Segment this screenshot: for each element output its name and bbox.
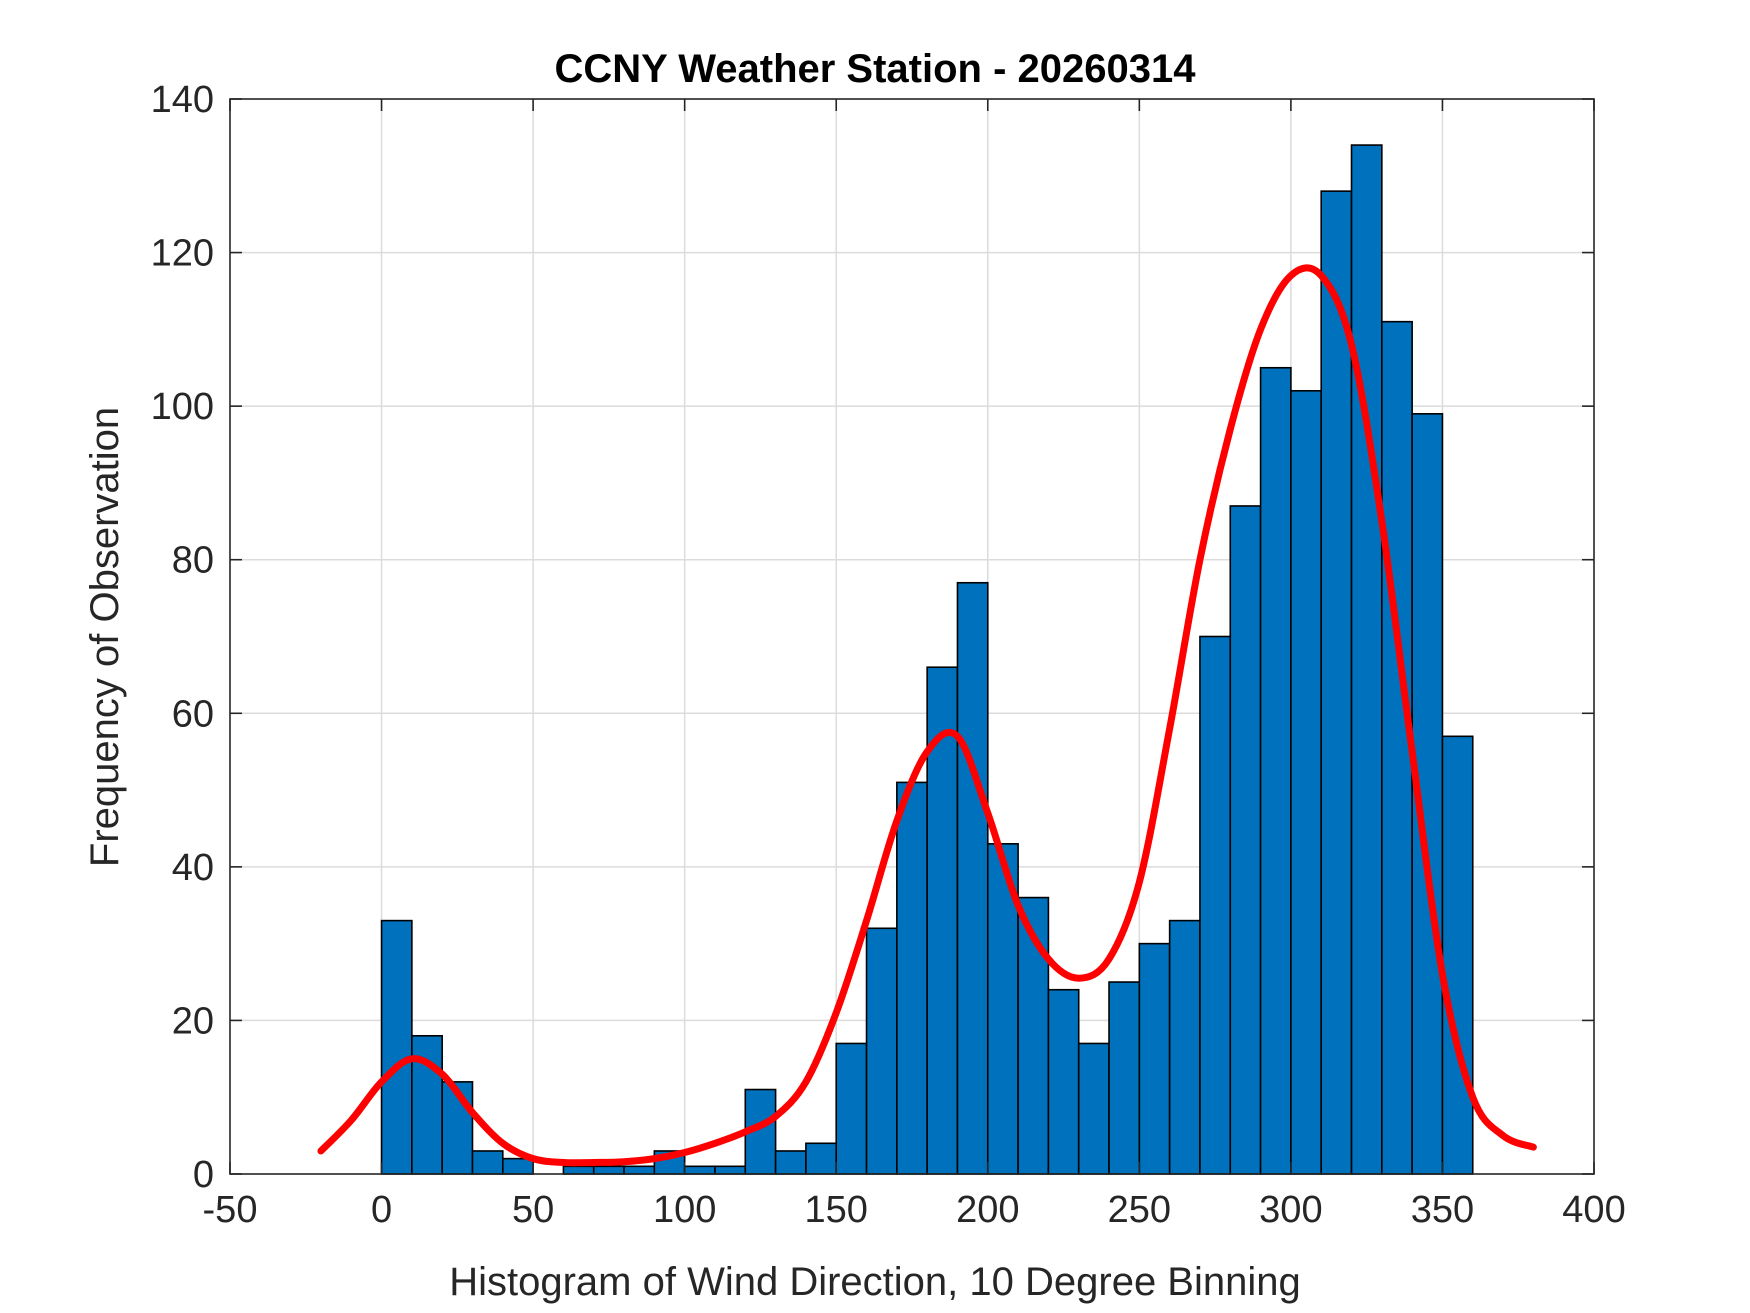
histogram-bar [562, 1165, 595, 1175]
y-tick-label: 0 [193, 1154, 214, 1196]
x-tick-label: 50 [512, 1189, 554, 1231]
histogram-bar [1199, 635, 1232, 1175]
histogram-bar [1168, 919, 1201, 1175]
x-tick-label: 200 [956, 1189, 1019, 1231]
fit-curve-layer [317, 264, 1537, 1167]
histogram-bar [865, 927, 898, 1175]
histogram-bar [380, 919, 413, 1175]
histogram-bar [774, 1150, 807, 1175]
x-tick-label: 100 [653, 1189, 716, 1231]
x-tick-label: 150 [805, 1189, 868, 1231]
y-tick-label: 140 [151, 79, 214, 121]
x-axis-label: Histogram of Wind Direction, 10 Degree B… [449, 1260, 1301, 1304]
histogram-bar [1290, 389, 1323, 1175]
histogram-bar [1350, 144, 1383, 1175]
histogram-bar [1229, 505, 1262, 1175]
histogram-bar [1108, 981, 1141, 1175]
histogram-bar [1381, 320, 1413, 1175]
chart-title: CCNY Weather Station - 20260314 [555, 47, 1197, 91]
histogram-bar [896, 781, 928, 1175]
histogram-bar [1320, 190, 1353, 1175]
histogram-bars [380, 144, 1474, 1175]
histogram-bar [683, 1165, 716, 1175]
x-tick-label: -50 [203, 1189, 258, 1231]
histogram-bar [1441, 735, 1474, 1175]
x-tick-label: 300 [1259, 1189, 1322, 1231]
fit-curve-line [317, 264, 1537, 1167]
tick-labels: -50 0 50 100 150 200 250 300 350 4000204060801001… [151, 79, 1626, 1231]
y-tick-label: 120 [151, 233, 214, 275]
y-tick-label: 80 [172, 540, 214, 582]
histogram-bar [714, 1165, 747, 1175]
histogram-bar [1047, 988, 1080, 1175]
x-tick-label: 350 [1411, 1189, 1474, 1231]
y-tick-label: 100 [151, 386, 214, 428]
axes-box [229, 98, 1595, 1175]
y-tick-label: 40 [172, 847, 214, 889]
histogram-bar [623, 1165, 656, 1175]
histogram-bar [835, 1042, 868, 1175]
histogram-bar [956, 581, 989, 1175]
histogram-bar [1077, 1042, 1110, 1175]
histogram-bar [592, 1165, 625, 1175]
histogram-bar [805, 1142, 838, 1175]
y-tick-label: 20 [172, 1000, 214, 1042]
histogram-bar [1138, 942, 1171, 1175]
y-axis-label: Frequency of Observation [83, 407, 127, 867]
histogram-bar [501, 1157, 534, 1175]
x-tick-label: 250 [1108, 1189, 1171, 1231]
histogram-bar [1259, 366, 1292, 1175]
axes [229, 98, 1595, 1175]
y-tick-label: 60 [172, 693, 214, 735]
x-tick-label: 0 [371, 1189, 392, 1231]
x-tick-label: 400 [1562, 1189, 1625, 1231]
histogram-bar [471, 1150, 504, 1175]
